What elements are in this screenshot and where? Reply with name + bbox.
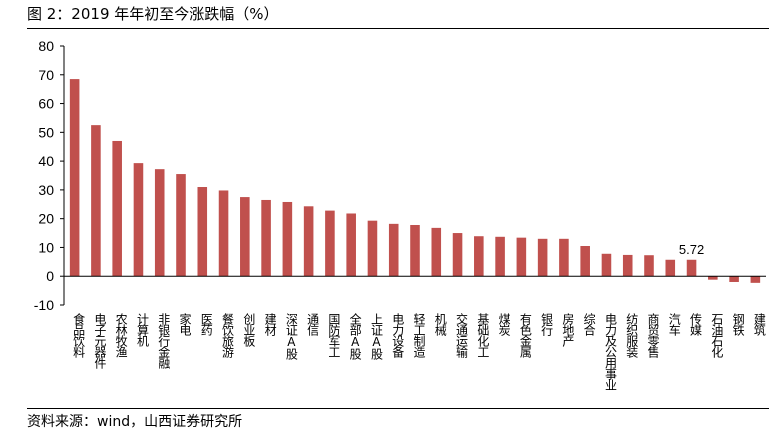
bar [452,233,463,277]
x-tick-label: 商贸零售 [646,312,660,358]
x-tick-label: 综合 [582,313,596,336]
x-tick-label: 全部A股 [348,312,362,361]
x-tick-label: 创业板 [242,313,256,348]
x-tick-label: 通信 [306,313,320,337]
y-tick-label: -10 [34,297,54,313]
bar [686,259,697,277]
bar [197,187,208,277]
x-tick-label: 食品饮料 [72,312,86,358]
bar [750,276,761,283]
bar [154,169,165,277]
y-tick-label: 30 [38,182,54,198]
x-tick-label: 医药 [199,313,213,336]
x-tick-label: 电力设备 [391,313,405,359]
y-tick-label: 60 [38,96,54,112]
bar [601,253,612,277]
x-tick-label: 上证A股 [369,313,383,361]
bar [240,197,250,277]
bar [665,259,676,277]
bar [282,201,293,277]
y-tick-label: 40 [38,153,54,169]
bar [176,174,186,277]
y-tick-label: 0 [46,268,54,284]
x-tick-label: 计算机 [135,313,149,347]
bar [69,79,80,277]
x-tick-label: 农林牧渔 [114,313,128,358]
bar [622,254,633,277]
bar [559,238,569,277]
bar [133,163,144,277]
bar [218,190,229,277]
x-tick-label: 国防军工 [327,313,341,357]
bar [729,276,739,282]
bar [410,224,420,277]
x-tick-label: 建材 [263,313,277,336]
x-tick-label: 汽车 [667,312,681,337]
title-rule [27,28,769,29]
figure-title: 图 2：2019 年年初至今涨跌幅（%） [27,5,279,23]
figure-source: 资料来源：wind，山西证券研究所 [27,414,243,430]
x-tick-label: 建筑 [752,313,766,336]
bar [495,236,505,277]
x-tick-label: 传媒 [689,312,703,336]
bar [346,213,356,277]
x-tick-label: 煤炭 [497,313,511,337]
bar [303,206,314,277]
x-tick-label: 有色金属 [518,313,532,359]
bar [580,246,590,277]
x-tick-label: 机械 [433,313,447,336]
bar [112,140,122,277]
y-tick-label: 80 [38,38,54,54]
y-tick-label: 70 [38,67,54,83]
bar [516,237,527,277]
x-tick-label: 石油石化 [710,313,724,359]
x-tick-label: 非银行金融 [157,313,171,370]
x-tick-label: 轻工制造 [412,313,426,358]
x-tick-label: 电力及公用事业 [603,313,617,390]
x-tick-label: 房地产 [561,312,575,348]
data-label: 5.72 [679,242,704,257]
x-tick-label: 银行 [540,313,554,336]
x-tick-label: 餐饮旅游 [221,312,235,358]
y-tick-label: 10 [38,239,54,255]
x-tick-label: 基础化工 [476,313,490,357]
x-tick-label: 纺织服装 [625,313,639,359]
x-tick-label: 家电 [178,312,192,336]
x-tick-label: 深证A股 [284,313,298,361]
x-tick-label: 交通运输 [455,312,469,359]
bar [325,210,335,277]
x-tick-label: 电子元器件 [93,313,107,369]
bar [474,236,484,277]
bar [644,255,654,277]
bar [367,220,378,277]
bar [261,199,271,277]
y-tick-label: 20 [38,211,54,227]
bar [91,125,101,277]
bar [537,238,548,277]
source-rule [27,408,769,409]
bar [388,223,399,277]
x-tick-label: 钢铁 [731,313,745,336]
bar [431,227,442,277]
bar [708,276,718,280]
y-tick-label: 50 [38,124,54,140]
